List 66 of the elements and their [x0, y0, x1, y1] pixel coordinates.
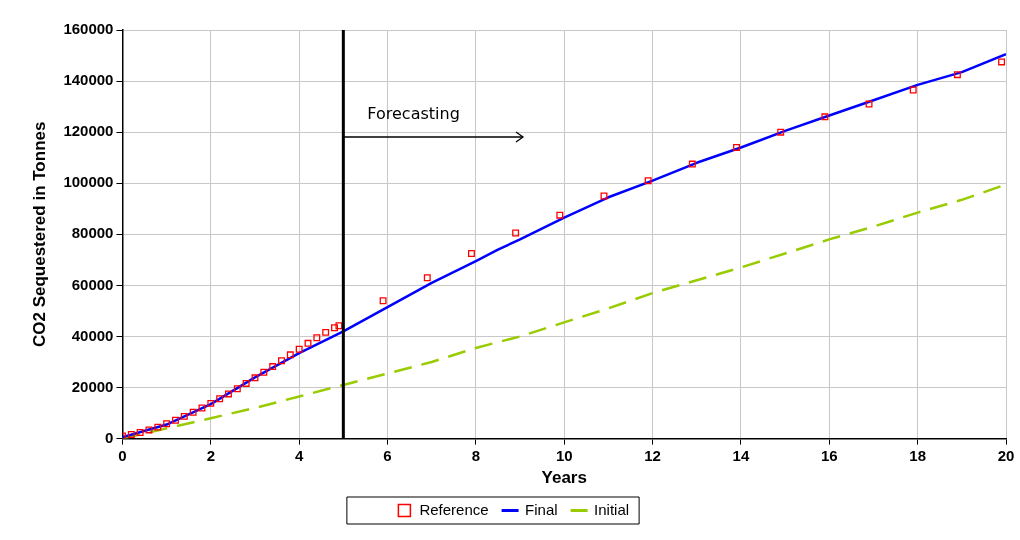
x-tick-label: 4 [294, 446, 304, 464]
x-tick-label: 0 [118, 446, 127, 464]
point [331, 324, 338, 332]
point [163, 420, 171, 428]
point [242, 379, 250, 387]
legend-label: Final [525, 500, 558, 518]
point [189, 408, 197, 416]
y-tick-label: 140000 [63, 71, 114, 89]
y-tick-label: 160000 [63, 20, 114, 38]
point [269, 363, 277, 371]
point [998, 58, 1006, 66]
point [953, 71, 961, 79]
y-tick-label: 80000 [71, 224, 114, 242]
point [600, 192, 608, 200]
point [180, 412, 188, 420]
point [322, 328, 330, 336]
x-tick-label: 10 [555, 446, 573, 464]
point [286, 351, 294, 359]
point [198, 404, 206, 412]
x-tick-label: 16 [820, 446, 838, 464]
y-tick-label: 60000 [71, 275, 114, 293]
point [423, 274, 431, 282]
point [821, 113, 829, 121]
x-tick-label: 2 [206, 446, 215, 464]
y-tick-label: 40000 [71, 326, 114, 344]
point [909, 86, 917, 94]
x-tick-label: 12 [644, 446, 661, 464]
point [171, 416, 179, 424]
y-tick-label: 100000 [63, 173, 114, 191]
y-tick-label: 20000 [71, 377, 114, 395]
point [379, 297, 387, 305]
point [207, 399, 215, 407]
point [644, 177, 652, 185]
point [313, 334, 321, 342]
point [688, 160, 696, 168]
point [216, 395, 224, 403]
point [145, 426, 153, 434]
x-tick-label: 20 [997, 446, 1015, 464]
point [556, 211, 564, 219]
point [733, 143, 740, 151]
x-tick-label: 8 [471, 446, 481, 464]
point [225, 390, 232, 398]
point [136, 428, 144, 436]
point [154, 423, 162, 431]
annotation: Forecasting [367, 104, 460, 124]
point [127, 431, 135, 438]
x-tick-label: 18 [909, 446, 926, 464]
point [512, 229, 520, 237]
point [467, 249, 475, 257]
point [295, 345, 303, 353]
point [777, 128, 785, 136]
point [251, 374, 259, 382]
point [335, 322, 343, 330]
y-axis-title: CO2 Sequestered in Tonnes [29, 121, 49, 348]
x-tick-label: 14 [732, 446, 750, 464]
point [260, 368, 268, 376]
point [233, 385, 241, 393]
legend-label: Reference [419, 500, 489, 518]
point [278, 357, 285, 365]
x-axis-title: Years [541, 468, 587, 488]
x-tick-label: 6 [383, 446, 392, 464]
y-tick-label: 0 [105, 428, 114, 446]
y-tick-label: 120000 [63, 122, 114, 140]
point [304, 339, 312, 347]
point [865, 100, 873, 108]
legend-label: Initial [594, 500, 630, 518]
